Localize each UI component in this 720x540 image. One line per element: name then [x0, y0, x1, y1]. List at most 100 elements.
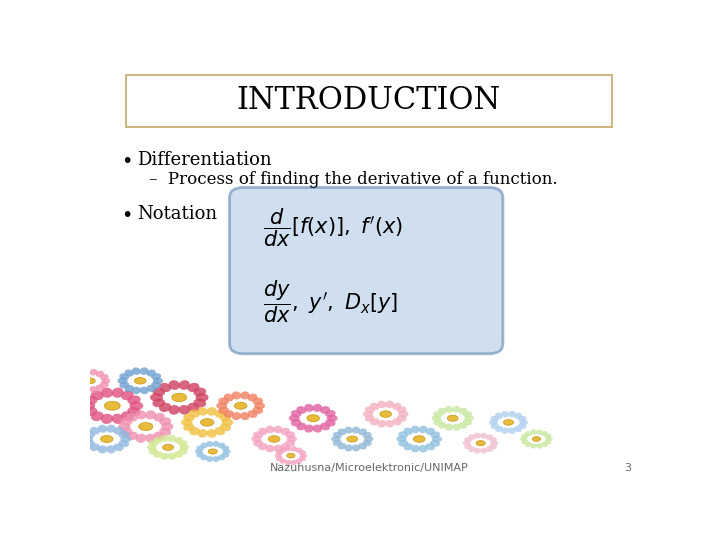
Ellipse shape — [468, 447, 476, 452]
Ellipse shape — [85, 378, 95, 384]
Ellipse shape — [222, 418, 233, 426]
Ellipse shape — [112, 414, 124, 424]
Ellipse shape — [145, 434, 156, 443]
Ellipse shape — [168, 453, 176, 460]
Ellipse shape — [490, 437, 497, 442]
Ellipse shape — [120, 373, 129, 380]
Ellipse shape — [312, 424, 322, 433]
Ellipse shape — [279, 458, 287, 464]
Ellipse shape — [196, 393, 209, 402]
Ellipse shape — [411, 445, 420, 453]
Ellipse shape — [206, 456, 213, 462]
Ellipse shape — [240, 392, 250, 400]
Ellipse shape — [380, 411, 392, 417]
Ellipse shape — [161, 453, 168, 460]
Ellipse shape — [224, 410, 234, 418]
Ellipse shape — [411, 426, 420, 433]
Ellipse shape — [194, 399, 206, 407]
Ellipse shape — [208, 449, 217, 454]
FancyBboxPatch shape — [230, 187, 503, 354]
Ellipse shape — [132, 367, 140, 375]
Ellipse shape — [179, 380, 190, 390]
Ellipse shape — [508, 428, 516, 434]
Ellipse shape — [125, 369, 134, 377]
Ellipse shape — [195, 449, 203, 454]
Ellipse shape — [291, 419, 302, 427]
Ellipse shape — [117, 377, 127, 384]
Ellipse shape — [363, 411, 373, 417]
Text: $\dfrac{d}{dx}[f(x)],\ f'(x)$: $\dfrac{d}{dx}[f(x)],\ f'(x)$ — [263, 206, 403, 249]
Ellipse shape — [71, 382, 80, 388]
Ellipse shape — [179, 440, 187, 447]
Ellipse shape — [145, 410, 156, 420]
Ellipse shape — [508, 411, 516, 417]
Ellipse shape — [81, 401, 95, 410]
Ellipse shape — [159, 403, 171, 412]
Ellipse shape — [531, 429, 536, 435]
Ellipse shape — [118, 423, 130, 430]
Ellipse shape — [251, 436, 261, 442]
Ellipse shape — [518, 423, 526, 429]
Ellipse shape — [258, 443, 268, 450]
Ellipse shape — [197, 446, 204, 451]
Ellipse shape — [153, 388, 165, 396]
Ellipse shape — [403, 443, 413, 450]
Text: –  Process of finding the derivative of a function.: – Process of finding the derivative of a… — [148, 171, 557, 188]
Ellipse shape — [362, 432, 372, 438]
Ellipse shape — [485, 447, 493, 452]
Ellipse shape — [397, 436, 407, 442]
Ellipse shape — [333, 432, 342, 438]
Ellipse shape — [120, 428, 132, 436]
Ellipse shape — [184, 414, 194, 421]
Ellipse shape — [365, 415, 374, 422]
Ellipse shape — [520, 437, 527, 441]
Ellipse shape — [519, 420, 528, 425]
Ellipse shape — [490, 416, 499, 422]
Ellipse shape — [232, 412, 241, 420]
Ellipse shape — [184, 423, 194, 431]
Ellipse shape — [480, 448, 487, 454]
Ellipse shape — [217, 455, 225, 461]
Ellipse shape — [71, 374, 80, 380]
Ellipse shape — [120, 417, 132, 426]
Ellipse shape — [139, 423, 153, 430]
Ellipse shape — [180, 444, 189, 450]
Ellipse shape — [358, 443, 366, 449]
Ellipse shape — [266, 426, 274, 433]
Ellipse shape — [490, 423, 499, 429]
Ellipse shape — [269, 436, 280, 442]
Ellipse shape — [90, 443, 100, 451]
Ellipse shape — [200, 443, 208, 448]
Ellipse shape — [431, 415, 441, 421]
Ellipse shape — [159, 428, 171, 436]
Ellipse shape — [490, 444, 497, 449]
Ellipse shape — [119, 431, 129, 438]
Ellipse shape — [432, 436, 442, 442]
Ellipse shape — [377, 420, 386, 428]
Ellipse shape — [431, 440, 440, 447]
Ellipse shape — [300, 453, 307, 458]
Ellipse shape — [274, 453, 282, 458]
Text: $\dfrac{dy}{dx},\ y',\ D_x[y]$: $\dfrac{dy}{dx},\ y',\ D_x[y]$ — [263, 279, 398, 325]
Ellipse shape — [525, 431, 532, 436]
Ellipse shape — [403, 428, 413, 435]
Ellipse shape — [96, 370, 104, 377]
Ellipse shape — [385, 420, 394, 428]
Ellipse shape — [125, 385, 134, 392]
Ellipse shape — [215, 427, 225, 435]
Ellipse shape — [100, 382, 109, 388]
Ellipse shape — [84, 395, 97, 404]
Ellipse shape — [459, 422, 467, 429]
Ellipse shape — [546, 437, 553, 441]
Ellipse shape — [344, 444, 353, 451]
Ellipse shape — [222, 446, 229, 451]
Ellipse shape — [397, 407, 407, 413]
Ellipse shape — [220, 423, 231, 431]
Ellipse shape — [514, 426, 522, 432]
Ellipse shape — [151, 373, 161, 380]
Ellipse shape — [161, 423, 174, 430]
Ellipse shape — [287, 436, 297, 442]
Ellipse shape — [120, 382, 129, 388]
Ellipse shape — [464, 444, 472, 449]
Ellipse shape — [159, 383, 171, 392]
